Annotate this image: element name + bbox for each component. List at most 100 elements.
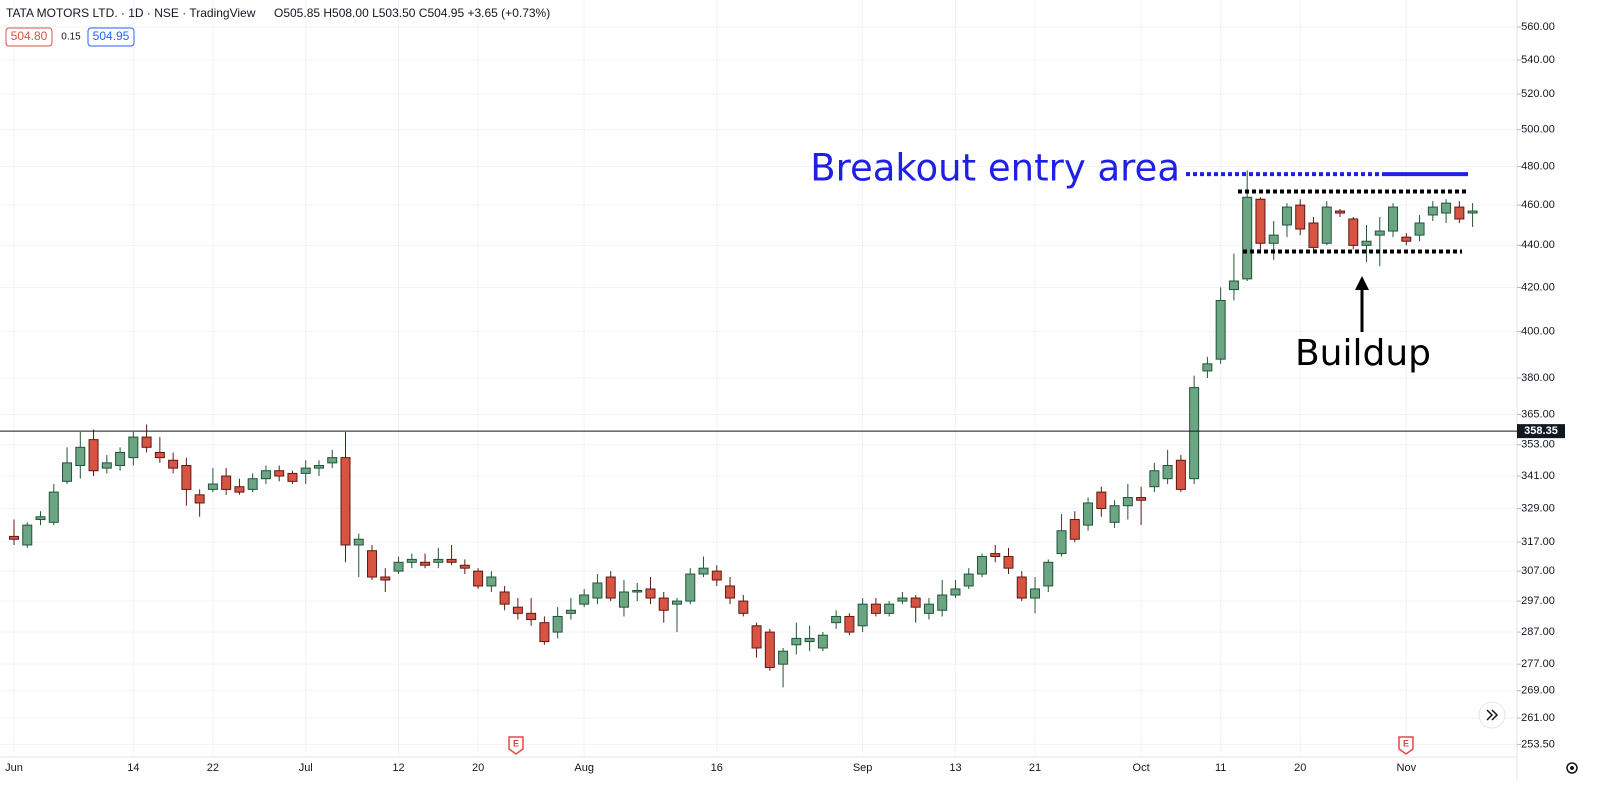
candle-body (168, 459, 179, 469)
earnings-marker[interactable]: E (508, 736, 524, 755)
candle-body (327, 457, 338, 464)
candle-body (260, 470, 271, 480)
candle-body (592, 582, 603, 599)
candle-body (990, 553, 1001, 557)
y-tick-label: 353.00 (1521, 439, 1555, 451)
candle-body (459, 564, 470, 569)
grid (0, 0, 1521, 757)
candle-body (552, 615, 563, 633)
price-label: 358.35 (1524, 425, 1558, 437)
candle-body (1361, 240, 1372, 246)
bid-price: 504.80 (11, 29, 48, 43)
y-tick-label: 317.00 (1521, 536, 1555, 548)
ask-price: 504.95 (93, 29, 130, 43)
candle-body (300, 467, 311, 474)
candle-body (923, 603, 934, 614)
candle-body (128, 436, 139, 459)
candle-body (1255, 198, 1266, 244)
candle-body (221, 475, 232, 490)
x-tick-label: 11 (1215, 762, 1226, 774)
x-tick-label: 16 (711, 762, 723, 774)
candle-body (725, 585, 736, 599)
bid-box[interactable] (5, 27, 53, 47)
spread: 0.15 (61, 32, 81, 43)
candle-body (1321, 206, 1332, 244)
x-tick-label: 12 (392, 762, 404, 774)
candle-body (1016, 576, 1027, 599)
x-tick-label: Sep (853, 762, 873, 774)
y-tick-label: 480.00 (1521, 160, 1555, 172)
candle-body (247, 478, 258, 490)
gear-center (1570, 766, 1574, 770)
candle-body (234, 486, 245, 493)
candles (9, 170, 1478, 688)
settings-button[interactable] (1566, 762, 1578, 774)
earnings-label: E (1403, 738, 1409, 748)
y-tick-label: 400.00 (1521, 326, 1555, 338)
candle-body (380, 576, 391, 581)
x-tick-label: 20 (472, 762, 484, 774)
x-tick-label: 13 (949, 762, 961, 774)
candle-body (632, 589, 643, 593)
candle-body (791, 637, 802, 646)
candle-body (35, 516, 46, 521)
candle-body (181, 464, 192, 490)
y-tick-label: 297.00 (1521, 595, 1555, 607)
y-tick-label: 440.00 (1521, 239, 1555, 251)
candle-body (1348, 218, 1359, 246)
candle-body (870, 603, 881, 614)
candle-body (738, 600, 749, 614)
candle-body (937, 594, 948, 611)
candle-body (420, 561, 431, 566)
candle-body (433, 558, 444, 563)
candle-body (1414, 222, 1425, 236)
candle-body (1281, 206, 1292, 226)
scroll-icon (1486, 709, 1499, 721)
scroll-button[interactable] (1478, 701, 1506, 729)
x-tick-label: Oct (1133, 762, 1150, 774)
y-tick-label: 307.00 (1521, 565, 1555, 577)
candle-body (88, 439, 99, 472)
x-tick-label: Jul (299, 762, 313, 774)
y-tick-label: 460.00 (1521, 199, 1555, 211)
x-tick-label: Aug (574, 762, 594, 774)
gear-icon (1566, 762, 1578, 774)
candle-body (950, 588, 961, 596)
candle-body (1335, 210, 1345, 214)
annotation: Buildup (1295, 333, 1431, 374)
overlay: 253.50 261.00 269.00 277.00 287.00 297.00 307.… (0, 21, 1565, 774)
candle-body (367, 550, 378, 578)
candle-body (1467, 210, 1478, 214)
candle-body (1056, 530, 1067, 555)
candle-body (884, 603, 895, 614)
candle-body (1175, 459, 1186, 490)
candle-body (1162, 464, 1173, 480)
candle-body (115, 451, 126, 466)
earnings-badge (508, 736, 524, 755)
x-tick-label: 14 (127, 762, 139, 774)
y-tick-label: 540.00 (1521, 54, 1555, 66)
candle-body (698, 567, 709, 575)
y-tick-label: 329.00 (1521, 502, 1555, 514)
earnings-marker[interactable]: E (1398, 736, 1414, 755)
candle-body (62, 462, 73, 482)
candle-body (910, 597, 921, 608)
symbol-title: TATA MOTORS LTD. · 1D · NSE · TradingVie… (6, 6, 256, 20)
y-tick-label: 420.00 (1521, 281, 1555, 293)
candle-body (1295, 204, 1306, 230)
ask-box[interactable] (87, 27, 135, 47)
candle-body (1242, 196, 1253, 280)
candle-body (751, 625, 762, 649)
candle-body (141, 436, 152, 448)
candle-body (778, 650, 789, 665)
candle-body (976, 555, 987, 575)
candle-body (579, 594, 590, 605)
candle-body (605, 576, 616, 599)
candle-body (672, 600, 682, 605)
candle-body (512, 606, 523, 614)
candle-body (1069, 519, 1080, 540)
candle-body (1441, 202, 1452, 214)
x-tick-label: Jun (5, 762, 23, 774)
